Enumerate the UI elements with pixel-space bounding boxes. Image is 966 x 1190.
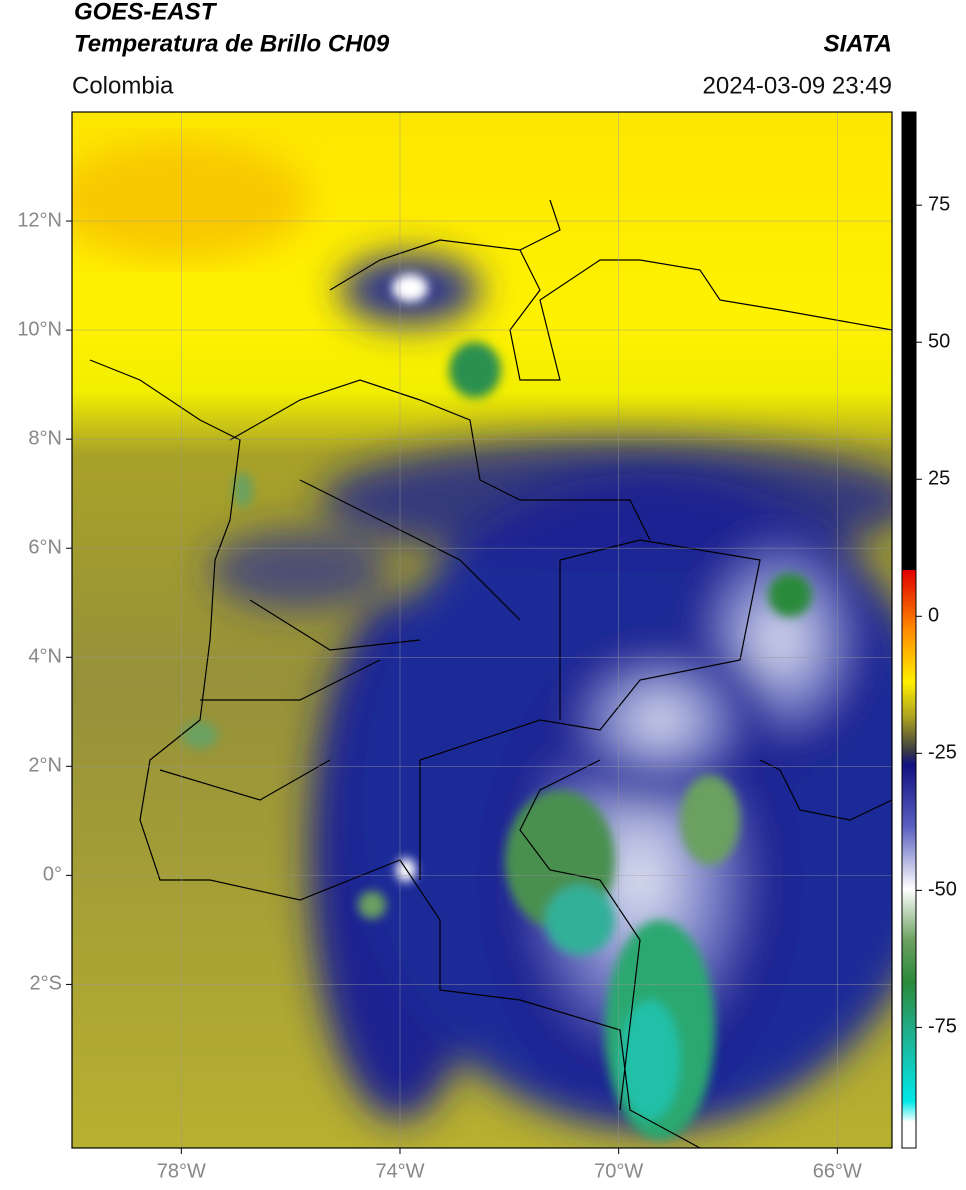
colorbar-tick-label: -75 [928,1016,957,1038]
y-tick-label: 2°S [30,973,62,995]
satellite-image [72,112,892,1148]
y-tick-label: 8°N [28,427,62,449]
x-tick-label: 74°W [375,1160,424,1182]
x-tick-label: 70°W [594,1160,643,1182]
y-tick-label: 4°N [28,646,62,668]
y-tick-label: 6°N [28,536,62,558]
y-tick-label: 10°N [17,318,62,340]
y-tick-label: 0° [43,864,62,886]
subtitle: Temperatura de Brillo CH09 [74,30,390,57]
region: Colombia [72,72,174,99]
map-frame [71,111,893,1149]
colorbar-tick-label: -25 [928,742,957,764]
colorbar-tick-label: -50 [928,879,957,901]
colorbar-tick-label: 50 [928,331,950,353]
datetime: 2024-03-09 23:49 [703,72,893,99]
graticule [72,112,892,1148]
source: SIATA [824,30,892,57]
borders [89,199,892,1148]
x-tick-label: 66°W [813,1160,862,1182]
y-tick-label: 12°N [17,209,62,231]
colorbar-tick-label: 75 [928,193,950,215]
colorbar-tick-label: 0 [928,605,939,627]
y-tick-label: 2°N [28,755,62,777]
colorbar-tick-label: 25 [928,468,950,490]
colorbar [901,111,917,1149]
title: GOES-EAST [74,0,218,25]
x-tick-label: 78°W [157,1160,206,1182]
